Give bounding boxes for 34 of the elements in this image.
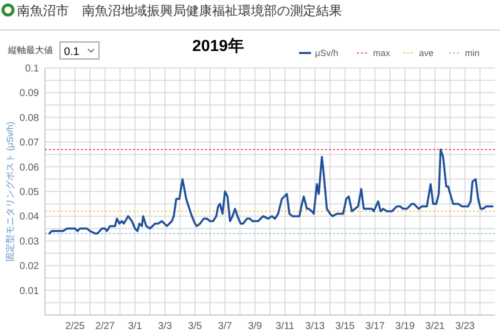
x-tick-label: 3/15: [335, 321, 356, 331]
legend-label: ave: [419, 48, 434, 58]
x-tick-label: 2/27: [95, 321, 116, 331]
x-tick-label: 3/19: [395, 321, 416, 331]
y-tick-label: 0.04: [20, 212, 40, 223]
y-tick-label: 0.03: [20, 236, 40, 248]
x-tick-label: 3/17: [365, 321, 386, 331]
legend-label: max: [373, 48, 390, 58]
line-series: [48, 148, 494, 234]
legend-label: μSv/h: [315, 48, 338, 58]
x-tick-label: 3/11: [276, 321, 295, 331]
x-tick-label: 2/25: [65, 321, 86, 331]
x-tick-label: 3/13: [305, 321, 326, 331]
x-tick-label: 3/21: [425, 321, 446, 331]
y-tick-label: 0.09: [20, 88, 40, 100]
text: 0.1: [64, 46, 80, 58]
y-tick-label: 0.02: [20, 261, 40, 272]
x-tick-label: 3/5: [188, 321, 202, 331]
text: 縦軸最大値: [7, 45, 53, 55]
y-tick-label: 0.06: [20, 162, 40, 174]
chart-title: 南魚沼市 南魚沼地域振興局健康福祉環境部の測定結果: [17, 3, 342, 18]
legend-label: min: [465, 48, 480, 58]
x-tick-label: 3/23: [455, 321, 476, 331]
y-tick-label: 0.07: [20, 138, 40, 149]
y-tick-label: 0.08: [20, 112, 40, 124]
y-tick-label: 0.1: [25, 64, 40, 74]
y-tick-label: 0.01: [20, 286, 40, 297]
y-tick-label: 0.05: [20, 187, 40, 198]
x-tick-label: 3/9: [248, 321, 262, 331]
y-axis-title: 固定型モニタリングポスト (μSv/h): [5, 122, 15, 262]
x-tick-label: 3/3: [158, 321, 172, 331]
chart-subtitle: 2019年: [192, 37, 244, 55]
x-tick-label: 3/7: [218, 321, 232, 331]
x-tick-label: 3/1: [128, 321, 142, 331]
